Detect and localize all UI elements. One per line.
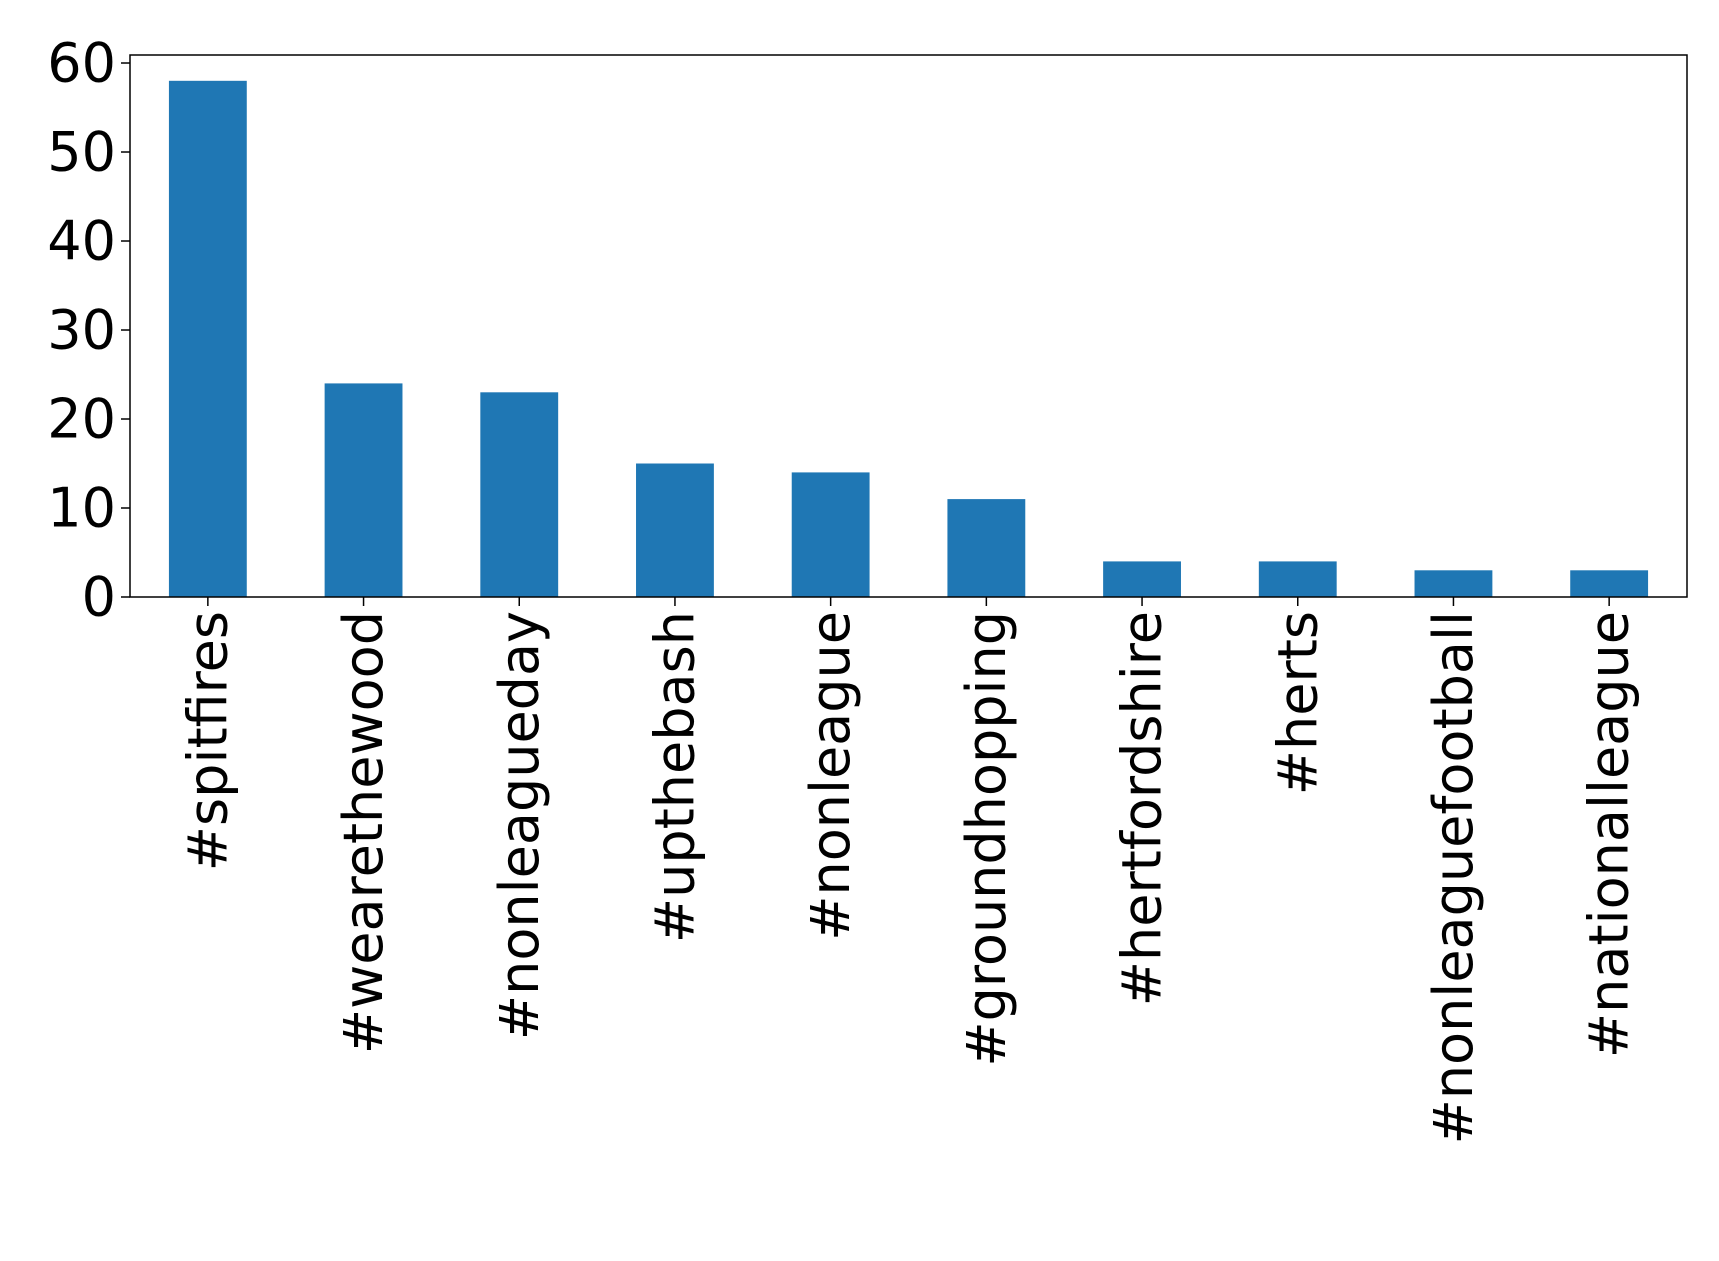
- x-tick-label: #nonleagueday: [488, 611, 551, 1040]
- y-tick-label: 40: [47, 210, 116, 273]
- x-tick-label: #hertfordshire: [1111, 611, 1174, 1006]
- x-tick-label: #groundhopping: [955, 611, 1018, 1067]
- x-tick-label: #upthebash: [643, 611, 706, 943]
- x-tick-label: #wearethewood: [332, 611, 395, 1054]
- y-tick-label: 60: [47, 32, 116, 95]
- y-tick-label: 20: [47, 388, 116, 451]
- bar: [1414, 570, 1493, 597]
- bar: [1258, 561, 1337, 597]
- y-tick-label: 10: [47, 477, 116, 540]
- bar: [1570, 570, 1649, 597]
- x-tick-label: #spitfires: [176, 611, 239, 871]
- bar: [636, 463, 714, 597]
- bar: [947, 499, 1026, 597]
- y-tick-label: 30: [47, 299, 116, 362]
- y-tick-label: 0: [82, 566, 116, 629]
- bar: [1103, 561, 1181, 597]
- bar: [168, 80, 247, 598]
- x-tick-label: #nonleaguefootball: [1422, 611, 1485, 1144]
- x-tick-label: #nonleague: [799, 611, 862, 941]
- y-tick-label: 50: [47, 121, 116, 184]
- x-tick-label: #herts: [1266, 611, 1329, 795]
- bar: [324, 383, 403, 597]
- x-tick-label: #nationalleague: [1578, 611, 1641, 1058]
- plot-frame: [129, 54, 1688, 598]
- bar: [791, 472, 870, 597]
- bar: [480, 392, 559, 597]
